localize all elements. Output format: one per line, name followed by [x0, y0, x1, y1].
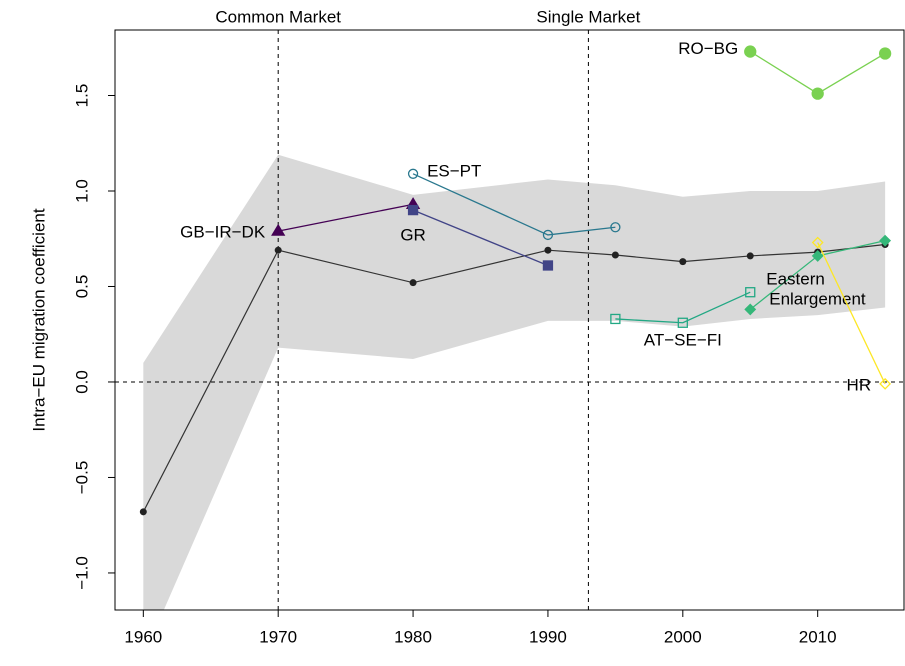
- y-tick-label: −0.5: [72, 461, 91, 495]
- series-label: GB−IR−DK: [180, 223, 266, 242]
- reference-label: Single Market: [536, 7, 640, 26]
- point: [879, 377, 892, 390]
- series-line: [278, 203, 414, 232]
- point: [811, 250, 824, 262]
- mean-point: [679, 258, 687, 266]
- series-label: AT−SE−FI: [644, 330, 722, 349]
- y-tick-label: 1.5: [72, 84, 91, 108]
- confidence-band: [143, 154, 886, 610]
- x-tick-label: 2000: [664, 627, 702, 646]
- point: [407, 204, 419, 216]
- x-tick-label: 1980: [394, 627, 432, 646]
- mean-point: [544, 246, 552, 254]
- reference-label: Common Market: [215, 7, 341, 26]
- point: [610, 313, 621, 325]
- mean-point: [409, 279, 417, 287]
- y-axis-label: Intra−EU migration coefficient: [29, 208, 48, 431]
- y-tick-label: 0.5: [72, 275, 91, 299]
- series-line: [817, 242, 886, 385]
- y-tick-label: −1.0: [72, 556, 91, 590]
- x-tick-label: 1970: [259, 627, 297, 646]
- point: [811, 87, 824, 100]
- point: [744, 45, 757, 58]
- mean-point: [274, 246, 282, 254]
- y-tick-label: 1.0: [72, 179, 91, 203]
- point: [407, 168, 419, 179]
- series-label: RO−BG: [678, 39, 738, 58]
- series-line: [615, 291, 751, 324]
- point: [610, 222, 621, 233]
- point: [879, 234, 892, 247]
- mean-point: [746, 252, 754, 260]
- series-label: GR: [400, 226, 426, 245]
- series-label: HR: [847, 375, 872, 394]
- point: [745, 287, 756, 298]
- y-tick-label: 0.0: [72, 370, 91, 394]
- point: [542, 260, 554, 271]
- x-tick-label: 1990: [529, 627, 567, 646]
- series-label: Eastern Enlargement: [766, 270, 866, 309]
- series-line: [412, 209, 549, 267]
- mean-point: [611, 251, 619, 259]
- x-tick-label: 1960: [124, 627, 162, 646]
- point: [878, 47, 892, 60]
- series-line: [749, 51, 886, 95]
- point: [542, 229, 554, 241]
- mean-point: [139, 508, 147, 516]
- plot-area: [115, 30, 904, 610]
- point: [677, 317, 688, 328]
- point: [271, 223, 286, 236]
- point: [744, 303, 757, 316]
- series-line: [412, 173, 616, 236]
- point: [811, 236, 824, 249]
- series-label: ES−PT: [427, 161, 481, 180]
- x-tick-label: 2010: [799, 627, 837, 646]
